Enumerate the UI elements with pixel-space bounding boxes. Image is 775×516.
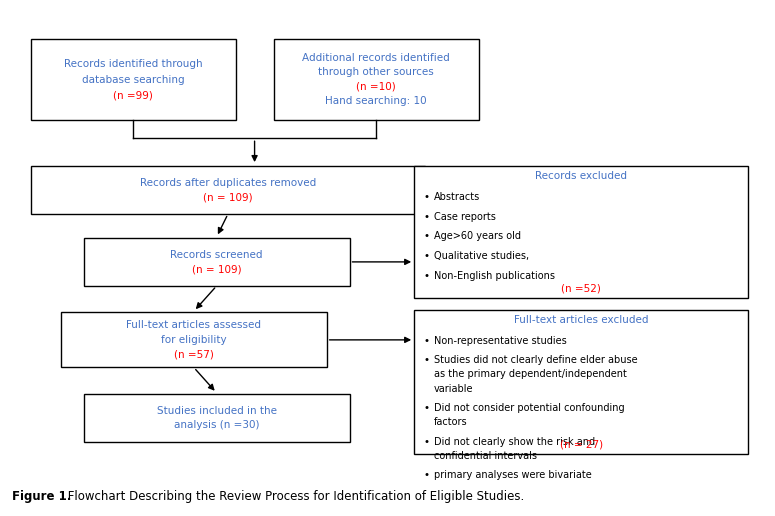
Bar	[30, 39, 236, 120]
Text: variable: variable	[434, 384, 474, 394]
Text: Case reports: Case reports	[434, 212, 496, 221]
Text: Abstracts: Abstracts	[434, 192, 480, 202]
Text: Records screened: Records screened	[170, 250, 263, 260]
Text: Flowchart Describing the Review Process for Identification of Eligible Studies.: Flowchart Describing the Review Process …	[64, 490, 524, 503]
Text: Did not clearly show the risk and: Did not clearly show the risk and	[434, 437, 595, 446]
Bar	[84, 394, 350, 442]
Text: for eligibility: for eligibility	[161, 335, 226, 345]
Text: •: •	[424, 270, 430, 281]
Text: •: •	[424, 336, 430, 346]
Text: Studies included in the: Studies included in the	[157, 406, 277, 416]
Text: (n =57): (n =57)	[174, 349, 214, 359]
Text: Qualitative studies,: Qualitative studies,	[434, 251, 529, 261]
Text: •: •	[424, 403, 430, 413]
Text: Figure 1.: Figure 1.	[12, 490, 71, 503]
Text: •: •	[424, 212, 430, 221]
Text: Age>60 years old: Age>60 years old	[434, 231, 521, 241]
Text: •: •	[424, 437, 430, 446]
Text: •: •	[424, 355, 430, 365]
Bar	[84, 238, 350, 286]
Text: (n = 109): (n = 109)	[191, 264, 242, 274]
Text: Studies did not clearly define elder abuse: Studies did not clearly define elder abu…	[434, 355, 638, 365]
Text: database searching: database searching	[81, 74, 184, 85]
Text: Additional records identified: Additional records identified	[302, 53, 450, 63]
Text: Records after duplicates removed: Records after duplicates removed	[140, 178, 316, 188]
Text: Records identified through: Records identified through	[64, 59, 202, 69]
Text: analysis (n =30): analysis (n =30)	[174, 420, 260, 430]
Text: (n = 109): (n = 109)	[203, 192, 253, 202]
Text: Hand searching: 10: Hand searching: 10	[326, 96, 427, 106]
Text: •: •	[424, 231, 430, 241]
Bar	[414, 310, 749, 454]
Text: •: •	[424, 251, 430, 261]
Text: primary analyses were bivariate: primary analyses were bivariate	[434, 470, 591, 480]
Bar	[61, 312, 327, 367]
Text: (n = 27): (n = 27)	[560, 439, 603, 449]
Text: as the primary dependent/independent: as the primary dependent/independent	[434, 369, 627, 379]
Text: •: •	[424, 470, 430, 480]
Bar	[414, 166, 749, 298]
Bar	[274, 39, 479, 120]
Text: Non-representative studies: Non-representative studies	[434, 336, 567, 346]
Text: (n =52): (n =52)	[561, 283, 601, 293]
Text: (n =10): (n =10)	[356, 82, 396, 92]
Text: Non-English publications: Non-English publications	[434, 270, 555, 281]
Text: •: •	[424, 192, 430, 202]
Bar	[30, 166, 425, 214]
Text: through other sources: through other sources	[319, 68, 434, 77]
Text: Full-text articles assessed: Full-text articles assessed	[126, 320, 261, 330]
Text: confidential intervals: confidential intervals	[434, 451, 537, 461]
Text: factors: factors	[434, 417, 467, 427]
Text: Full-text articles excluded: Full-text articles excluded	[514, 315, 649, 326]
Text: Records excluded: Records excluded	[536, 171, 627, 182]
Text: Did not consider potential confounding: Did not consider potential confounding	[434, 403, 625, 413]
Text: (n =99): (n =99)	[113, 90, 153, 101]
